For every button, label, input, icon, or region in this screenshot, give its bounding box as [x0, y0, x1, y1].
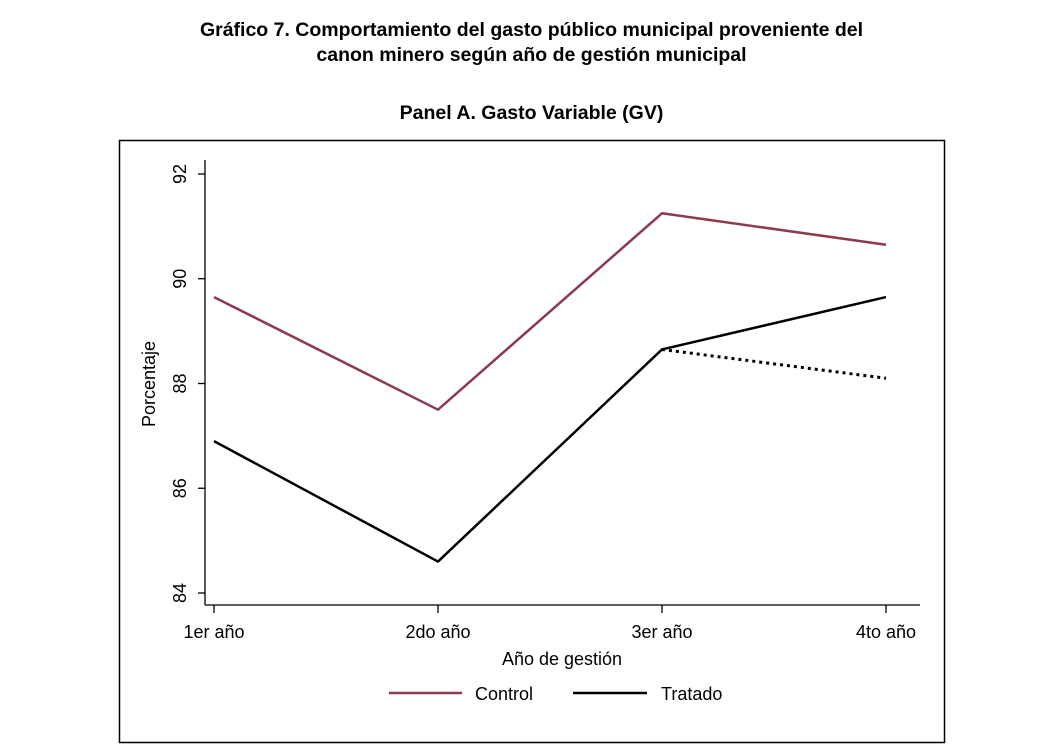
figure-title-line1: Gráfico 7. Comportamiento del gasto públ…: [199, 19, 864, 41]
counterfactual-dotted-line: [661, 347, 887, 380]
series-line-control: [213, 212, 887, 411]
y-tick-label: 88: [170, 373, 190, 393]
x-tick-label: 1er año: [183, 622, 244, 642]
panel-title: Panel A. Gasto Variable (GV): [399, 102, 664, 124]
plot-frame: [118, 139, 946, 744]
axes: 84 86 88 90 92 1er año 2do año 3er año 4to año: [170, 160, 920, 642]
legend-label-tratado: Tratado: [661, 684, 722, 704]
y-tick-label: 90: [170, 269, 190, 289]
y-axis-label: Porcentaje: [139, 341, 159, 427]
series-layer: [213, 212, 887, 563]
legend-label-control: Control: [475, 684, 533, 704]
x-tick-label: 3er año: [631, 622, 692, 642]
x-axis-label: Año de gestión: [502, 649, 622, 669]
figure-title-line2: canon minero según año de gestión munici…: [316, 44, 747, 66]
y-tick-label: 86: [170, 478, 190, 498]
x-tick-label: 4to año: [856, 622, 916, 642]
y-tick-label: 92: [170, 164, 190, 184]
legend: Control Tratado: [389, 684, 722, 704]
x-tick-label: 2do año: [405, 622, 470, 642]
series-line-tratado: [213, 295, 887, 563]
figure-title: Gráfico 7. Comportamiento del gasto públ…: [0, 18, 1063, 68]
y-tick-label: 84: [170, 583, 190, 603]
